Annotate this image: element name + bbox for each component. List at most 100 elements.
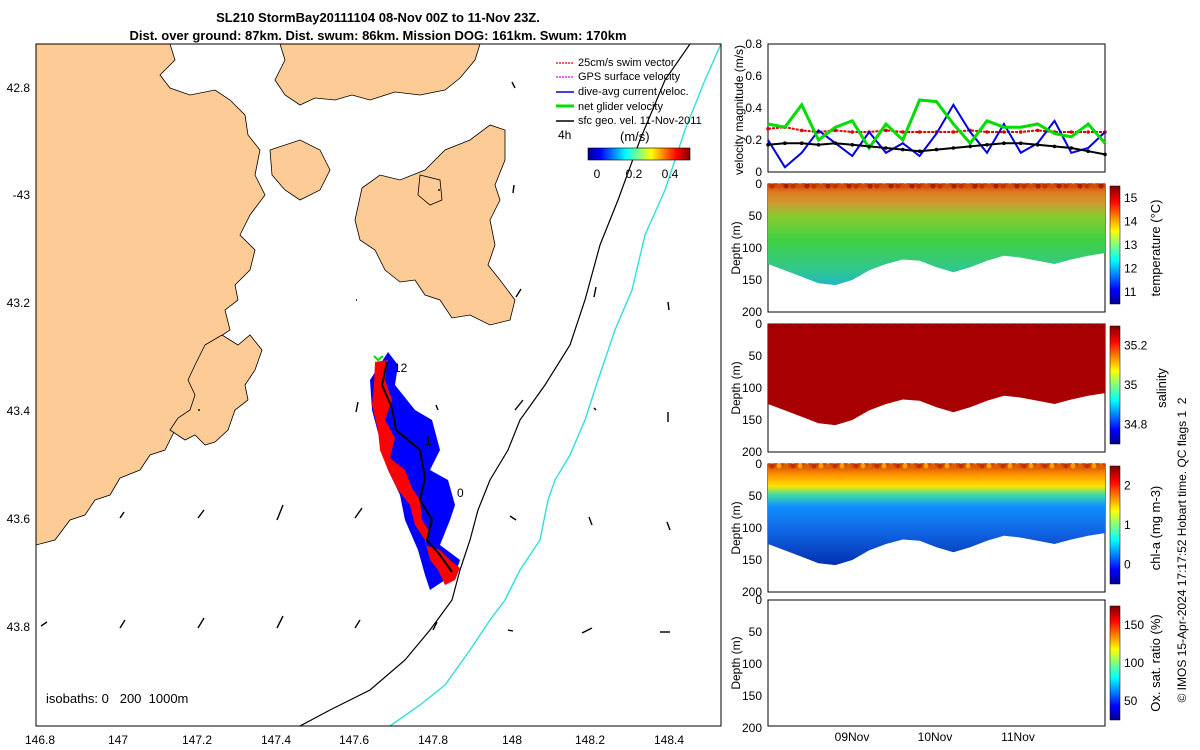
velocity-point xyxy=(1103,152,1107,157)
salinity-clabel: salinity xyxy=(1154,368,1169,408)
section-sample-dot xyxy=(1070,323,1076,329)
velocity-point xyxy=(783,141,787,145)
velocity-point xyxy=(799,128,804,133)
section-sample-dot xyxy=(1070,463,1076,469)
section-sample-dot xyxy=(958,323,964,329)
glider-track-line xyxy=(380,361,453,573)
velocity-point xyxy=(884,146,888,150)
velocity-point xyxy=(951,146,956,150)
section-sample-dot xyxy=(916,183,922,189)
section-sample-dot xyxy=(986,323,992,329)
section-sample-dot xyxy=(902,323,908,329)
section-sample-dot xyxy=(944,323,950,329)
section-sample-dot xyxy=(811,463,817,469)
section-sample-dot xyxy=(888,463,894,469)
velocity-ytick: 0.6 xyxy=(745,69,762,83)
section-sample-dot xyxy=(776,463,782,469)
section-sample-dot xyxy=(979,183,985,189)
section-sample-dot xyxy=(895,323,901,329)
depth-tick: 150 xyxy=(742,413,762,427)
velocity-point xyxy=(1086,130,1090,134)
section-sample-dot xyxy=(1091,183,1097,189)
date-tick: 11Nov xyxy=(1001,730,1035,744)
section-sample-dot xyxy=(1014,183,1020,189)
velocity-point xyxy=(985,130,989,134)
section-sample-dot xyxy=(839,463,845,469)
imos-credit: © IMOS 15-Apr-2024 17:17:52 Hobart time.… xyxy=(1175,397,1189,702)
section-sample-dot xyxy=(895,183,901,189)
section-sample-dot xyxy=(986,183,992,189)
section-sample-dot xyxy=(958,463,964,469)
colorbar-tick: 15 xyxy=(1124,191,1138,205)
legend-net-glider: net glider velocity xyxy=(578,101,663,113)
velocity-point xyxy=(917,149,922,153)
section-sample-dot xyxy=(1000,463,1006,469)
velocity-ytick: 0.4 xyxy=(745,101,762,115)
section-sample-dot xyxy=(874,323,880,329)
temperature-ylabel: Depth (m) xyxy=(729,221,743,274)
section-sample-dot xyxy=(1063,183,1069,189)
section-sample-dot xyxy=(965,183,971,189)
title-line-2: Dist. over ground: 87km. Dist. swum: 86k… xyxy=(129,28,626,43)
section-sample-dot xyxy=(1021,463,1027,469)
velocity-point xyxy=(1069,130,1074,134)
section-sample-dot xyxy=(1070,183,1076,189)
section-sample-dot xyxy=(930,183,936,189)
section-sample-dot xyxy=(790,323,796,329)
colorbar-tick: 34.8 xyxy=(1124,417,1148,431)
land-small xyxy=(417,174,443,206)
section-sample-dot xyxy=(1042,463,1048,469)
velocity-point xyxy=(1052,144,1057,149)
section-sample-dot xyxy=(1098,463,1104,469)
section-sample-dot xyxy=(1049,183,1055,189)
section-sample-dot xyxy=(1056,323,1062,329)
velocity-point xyxy=(1002,141,1006,145)
lon-tick: 147.8 xyxy=(418,733,448,747)
lon-tick: 148.2 xyxy=(575,733,605,747)
section-sample-dot xyxy=(1028,323,1034,329)
section-sample-dot xyxy=(1049,323,1055,329)
section-sample-dot xyxy=(867,463,873,469)
section-sample-dot xyxy=(965,323,971,329)
section-sample-dot xyxy=(797,323,803,329)
velocity-point xyxy=(1018,130,1023,134)
temperature-colorbar xyxy=(1109,185,1121,305)
section-sample-dot xyxy=(1056,183,1062,189)
velocity-point xyxy=(901,130,905,134)
section-sample-dot xyxy=(951,323,957,329)
section-sample-dot xyxy=(923,323,929,329)
map-lat-ticks: 42.8 -43 43.2 43.4 43.6 43.8 xyxy=(7,81,31,634)
section-sample-dot xyxy=(1014,463,1020,469)
section-sample-dot xyxy=(965,463,971,469)
velocity-point xyxy=(850,143,855,147)
lat-tick: 43.2 xyxy=(7,296,31,310)
lon-tick: 148 xyxy=(502,733,522,747)
section-sample-dot xyxy=(1049,463,1055,469)
depth-tick: 0 xyxy=(755,593,762,607)
velocity-point xyxy=(1002,130,1006,134)
colorbar-tick: 35 xyxy=(1124,378,1138,392)
section-sample-dot xyxy=(804,183,810,189)
section-sample-dot xyxy=(1098,183,1104,189)
section-sample-dot xyxy=(895,463,901,469)
section-sample-dot xyxy=(881,323,887,329)
chla-panel: 0 50 100 150 200 Depth (m) 2 1 0 chl-a (mg m-3… xyxy=(729,457,1163,599)
map-lon-ticks: 146.8 147 147.2 147.4 147.6 147.8 148 14… xyxy=(25,733,684,747)
velocity-ytick: 0 xyxy=(755,165,762,179)
chla-ylabel: Depth (m) xyxy=(729,501,743,554)
velocity-arrow-field xyxy=(40,81,671,634)
velocity-point xyxy=(766,127,770,131)
section-sample-dot xyxy=(874,463,880,469)
section-sample-dot xyxy=(888,323,894,329)
section-sample-dot xyxy=(790,463,796,469)
colorbar-tick: 100 xyxy=(1124,656,1144,670)
section-sample-dot xyxy=(902,463,908,469)
chla-clabel: chl-a (mg m-3) xyxy=(1148,486,1163,571)
legend-swim-vector: 25cm/s swim vector xyxy=(578,57,675,69)
section-sample-dot xyxy=(825,463,831,469)
section-sample-dot xyxy=(860,183,866,189)
section-sample-dot xyxy=(930,323,936,329)
velocity-point xyxy=(951,130,956,134)
section-sample-dot xyxy=(979,323,985,329)
section-sample-dot xyxy=(1077,463,1083,469)
